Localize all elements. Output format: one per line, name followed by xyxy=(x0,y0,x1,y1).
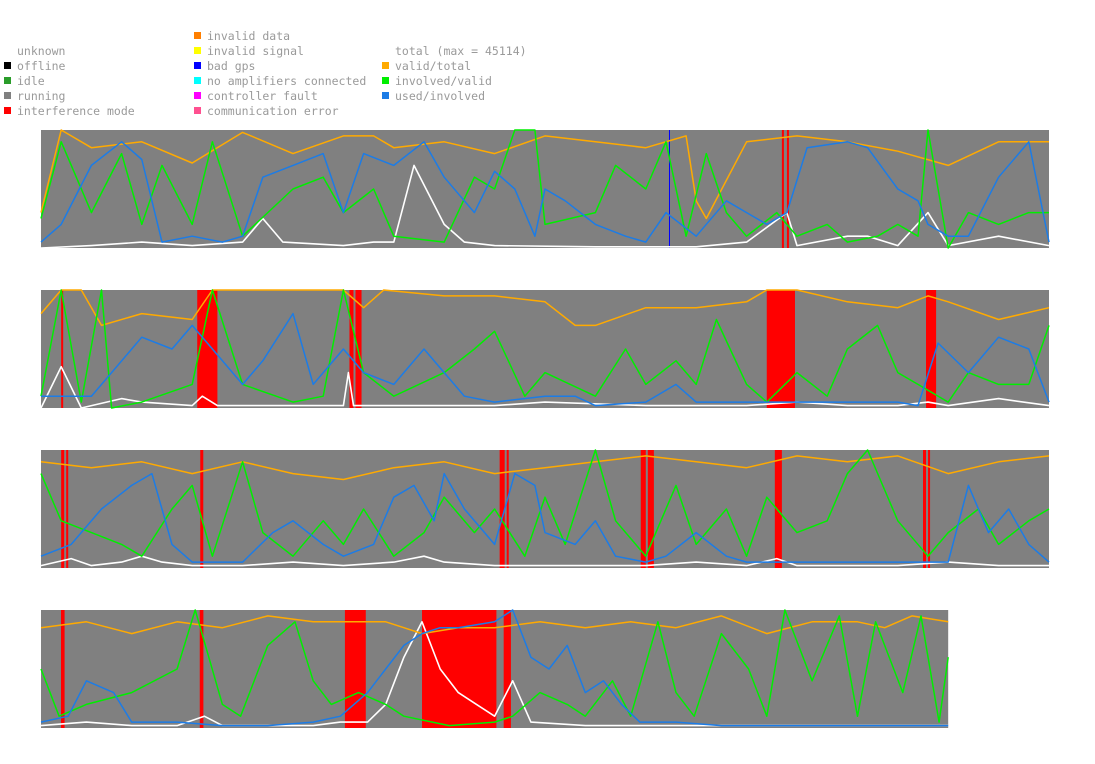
legend-swatch-involved-valid xyxy=(382,77,389,84)
interference-mode-band xyxy=(786,130,789,248)
series-line-used-involved xyxy=(41,312,1050,407)
legend-item-total: total (max = 45114) xyxy=(395,44,527,58)
legend-swatch-idle xyxy=(4,77,11,84)
series-line-involved-valid xyxy=(40,609,949,727)
interference-mode-band xyxy=(503,610,511,728)
legend-swatch-communication-error xyxy=(194,107,201,114)
interference-mode-band xyxy=(60,610,65,728)
series-line-valid-total xyxy=(40,615,949,635)
legend-swatch-invalid-signal xyxy=(194,47,201,54)
interference-mode-band xyxy=(928,450,931,568)
legend-item-no-amplifiers-connected: no amplifiers connected xyxy=(194,74,366,89)
legend-swatch-offline xyxy=(4,62,11,69)
interference-mode-band xyxy=(349,290,354,408)
legend-item-involved-valid: involved/valid xyxy=(382,74,492,89)
series-line-used-involved xyxy=(40,472,1050,563)
bad-gps-band xyxy=(668,130,670,248)
legend-item-unknown: unknown xyxy=(17,44,66,58)
chart-stripe-1 xyxy=(40,129,1050,249)
legend-item-interference-mode: interference mode xyxy=(4,104,135,119)
series-line-valid-total xyxy=(40,289,1050,327)
interference-mode-band xyxy=(647,450,654,568)
legend-swatch-no-amplifiers-connected xyxy=(194,77,201,84)
legend-swatch-used-involved xyxy=(382,92,389,99)
series-line-total xyxy=(40,164,1050,249)
legend-item-used-involved: used/involved xyxy=(382,89,485,104)
legend-swatch-valid-total xyxy=(382,62,389,69)
legend-item-invalid-signal: invalid signal xyxy=(194,44,304,59)
legend-swatch-invalid-data xyxy=(194,32,201,39)
legend-swatch-bad-gps xyxy=(194,62,201,69)
legend-item-idle: idle xyxy=(4,74,45,89)
series-line-used-involved xyxy=(40,141,1050,243)
series-line-valid-total xyxy=(40,455,1050,481)
legend-item-controller-fault: controller fault xyxy=(194,89,318,104)
legend-item-offline: offline xyxy=(4,59,65,74)
interference-mode-band xyxy=(66,450,69,568)
legend-item-valid-total: valid/total xyxy=(382,59,471,74)
legend-swatch-controller-fault xyxy=(194,92,201,99)
legend-item-invalid-data: invalid data xyxy=(194,29,290,44)
series-line-involved-valid xyxy=(40,289,1050,409)
chart-stripe-2 xyxy=(40,289,1050,409)
interference-mode-band xyxy=(61,290,64,408)
legend-item-communication-error: communication error xyxy=(194,104,339,119)
legend-item-bad-gps: bad gps xyxy=(194,59,255,74)
legend-item-running: running xyxy=(4,89,65,104)
interference-mode-band xyxy=(774,450,782,568)
interference-mode-band xyxy=(200,450,204,568)
interference-mode-band xyxy=(640,450,646,568)
series-line-involved-valid xyxy=(40,449,1050,557)
interference-mode-band xyxy=(926,290,937,408)
interference-mode-band xyxy=(197,290,218,408)
interference-mode-band xyxy=(61,450,65,568)
chart-stripe-3 xyxy=(40,449,1050,568)
interference-mode-band xyxy=(506,450,509,568)
legend-swatch-running xyxy=(4,92,11,99)
series-line-used-involved xyxy=(40,609,949,727)
interference-mode-band xyxy=(499,450,505,568)
interference-mode-band xyxy=(781,130,784,248)
interference-mode-band xyxy=(766,290,795,408)
interference-mode-band xyxy=(923,450,927,568)
chart-stripe-4 xyxy=(40,609,949,728)
series-line-total xyxy=(40,621,949,727)
legend-swatch-interference-mode xyxy=(4,107,11,114)
series-line-involved-valid xyxy=(40,129,1049,249)
interference-mode-band xyxy=(199,610,204,728)
